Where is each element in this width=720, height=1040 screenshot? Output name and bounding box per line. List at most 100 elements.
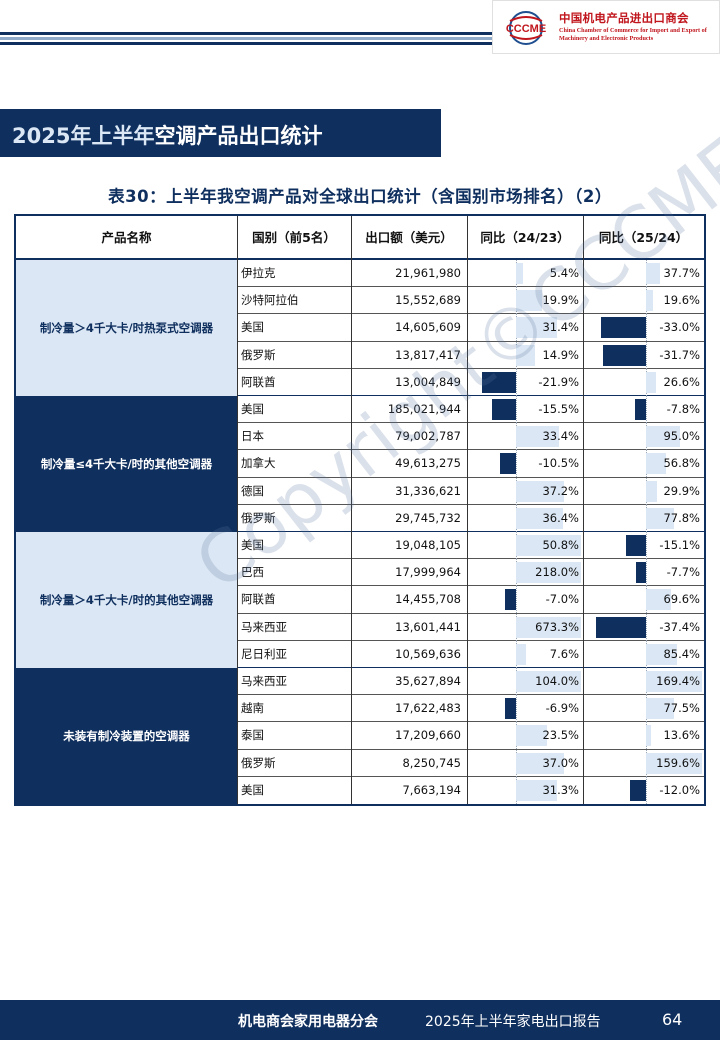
yoy-axis xyxy=(646,341,647,369)
col-header-yoy-24-23: 同比（24/23） xyxy=(480,230,570,245)
yoy-value: -15.5% xyxy=(538,402,579,416)
yoy-cell-25-24: 169.4% xyxy=(583,668,704,695)
yoy-value: 56.8% xyxy=(663,456,700,471)
yoy-value: 50.8% xyxy=(542,538,579,552)
table-row: 巴西 17,999,964 218.0% -7.7% xyxy=(237,559,704,587)
amount-cell: 31,336,621 xyxy=(395,483,461,498)
yoy-value: -15.1% xyxy=(659,538,700,552)
yoy-axis xyxy=(646,559,647,587)
product-name: 制冷量＞4千大卡/时热泵式空调器 xyxy=(16,260,237,396)
yoy-bar xyxy=(603,344,646,366)
column-divider xyxy=(351,216,352,804)
yoy-axis xyxy=(646,532,647,559)
amount-cell: 13,601,441 xyxy=(395,619,461,634)
amount-cell: 21,961,980 xyxy=(395,266,461,280)
yoy-axis xyxy=(646,396,647,423)
country-cell: 加拿大 xyxy=(241,456,276,471)
yoy-cell-24-23: 23.5% xyxy=(467,722,583,750)
yoy-cell-25-24: 77.8% xyxy=(583,504,704,532)
yoy-bar xyxy=(635,399,646,420)
amount-cell: 185,021,944 xyxy=(387,402,461,416)
cccme-logo-icon: CCCME xyxy=(506,11,546,45)
cccme-logo: CCCME 中国机电产品进出口商会 China Chamber of Comme… xyxy=(492,0,720,54)
yoy-cell-24-23: -10.5% xyxy=(467,450,583,478)
yoy-bar xyxy=(646,725,651,747)
yoy-bar xyxy=(646,371,656,393)
column-divider xyxy=(467,216,468,804)
yoy-value: 37.2% xyxy=(542,483,579,498)
table-row: 俄罗斯 29,745,732 36.4% 77.8% xyxy=(237,504,704,532)
export-table: 产品名称 国别（前5名） 出口额（美元） 同比（24/23） 同比（25/24）… xyxy=(14,214,706,806)
yoy-value: 104.0% xyxy=(535,674,579,688)
yoy-bar xyxy=(516,779,557,801)
yoy-axis xyxy=(646,613,647,641)
yoy-cell-24-23: 218.0% xyxy=(467,559,583,587)
yoy-bar xyxy=(516,535,581,556)
col-header-country: 国别（前5名） xyxy=(252,230,336,245)
country-cell: 美国 xyxy=(241,402,264,416)
table-row: 德国 31,336,621 37.2% 29.9% xyxy=(237,477,704,505)
yoy-value: 31.3% xyxy=(542,782,579,797)
country-cell: 马来西亚 xyxy=(241,619,287,634)
product-group: 未装有制冷装置的空调器 xyxy=(16,668,237,804)
yoy-cell-24-23: 33.4% xyxy=(467,423,583,451)
yoy-value: -7.0% xyxy=(545,592,579,607)
yoy-bar xyxy=(491,399,516,420)
yoy-value: 673.3% xyxy=(535,619,579,634)
yoy-bar xyxy=(516,290,542,312)
yoy-bar xyxy=(482,371,516,393)
yoy-bar xyxy=(505,589,516,611)
yoy-bar xyxy=(516,671,581,692)
yoy-cell-25-24: 13.6% xyxy=(583,722,704,750)
table-row: 美国 185,021,944 -15.5% -7.8% xyxy=(237,396,704,424)
country-cell: 沙特阿拉伯 xyxy=(241,293,299,308)
yoy-cell-25-24: 95.0% xyxy=(583,423,704,451)
yoy-value: -33.0% xyxy=(659,320,700,335)
table-row: 美国 14,605,609 31.4% -33.0% xyxy=(237,314,704,342)
yoy-bar xyxy=(516,344,536,366)
yoy-bar xyxy=(646,290,654,312)
amount-cell: 14,455,708 xyxy=(395,592,461,607)
table-row: 美国 7,663,194 31.3% -12.0% xyxy=(237,776,704,804)
yoy-cell-24-23: -15.5% xyxy=(467,396,583,423)
yoy-bar xyxy=(646,453,667,475)
yoy-value: 19.9% xyxy=(542,293,579,308)
yoy-value: 33.4% xyxy=(542,429,579,444)
table-row: 伊拉克 21,961,980 5.4% 37.7% xyxy=(237,260,704,288)
col-header-amount: 出口额（美元） xyxy=(365,230,453,245)
yoy-value: 5.4% xyxy=(549,266,579,280)
yoy-bar xyxy=(516,426,560,448)
yoy-cell-25-24: -7.7% xyxy=(583,559,704,587)
yoy-value: -7.7% xyxy=(666,565,700,580)
yoy-cell-25-24: 19.6% xyxy=(583,287,704,315)
table-header: 产品名称 国别（前5名） 出口额（美元） 同比（24/23） 同比（25/24） xyxy=(16,216,704,260)
yoy-value: 37.0% xyxy=(542,755,579,770)
yoy-bar xyxy=(516,263,524,284)
yoy-value: 169.4% xyxy=(656,674,700,688)
yoy-bar xyxy=(516,616,581,638)
header-stripes xyxy=(0,32,495,52)
section-title: 2025年上半年空调产品出口统计 xyxy=(0,109,441,157)
yoy-cell-24-23: -6.9% xyxy=(467,695,583,723)
country-cell: 巴西 xyxy=(241,565,264,580)
yoy-cell-25-24: -33.0% xyxy=(583,314,704,342)
yoy-value: 159.6% xyxy=(656,755,700,770)
table-row: 马来西亚 13,601,441 673.3% -37.4% xyxy=(237,613,704,641)
yoy-value: 218.0% xyxy=(535,565,579,580)
yoy-value: -7.8% xyxy=(666,402,700,416)
yoy-value: 36.4% xyxy=(542,510,579,525)
table-row: 阿联酋 14,455,708 -7.0% 69.6% xyxy=(237,586,704,614)
yoy-cell-25-24: -37.4% xyxy=(583,613,704,641)
yoy-cell-25-24: -15.1% xyxy=(583,532,704,559)
amount-cell: 17,622,483 xyxy=(395,701,461,716)
yoy-bar xyxy=(516,480,565,502)
col-header-yoy-25-24: 同比（25/24） xyxy=(598,230,689,245)
table-row: 加拿大 49,613,275 -10.5% 56.8% xyxy=(237,450,704,478)
yoy-cell-24-23: -21.9% xyxy=(467,368,583,396)
amount-cell: 8,250,745 xyxy=(402,755,461,770)
section-title-text: 空调产品出口统计 xyxy=(154,124,323,148)
country-cell: 俄罗斯 xyxy=(241,347,276,362)
yoy-bar xyxy=(516,507,564,529)
yoy-bar xyxy=(635,562,646,584)
yoy-cell-25-24: 37.7% xyxy=(583,260,704,287)
